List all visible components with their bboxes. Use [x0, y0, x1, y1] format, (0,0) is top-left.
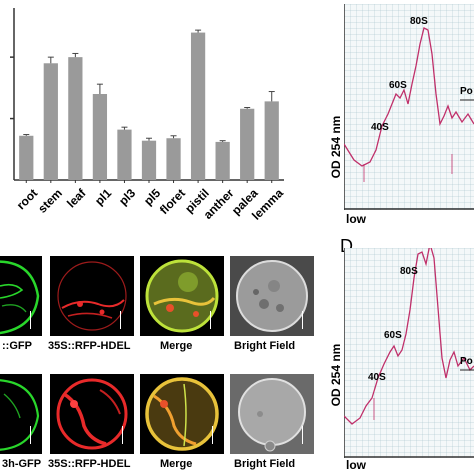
micro-label-rfp-row2: 35S::RFP-HDEL — [48, 458, 131, 470]
profile-d-peak-80s: 80S — [400, 266, 418, 277]
micro-rfp-row2 — [50, 374, 134, 454]
micro-gfp-row1 — [0, 256, 42, 336]
profile-d-peak-40s: 40S — [368, 372, 386, 383]
profile-c-peak-40s: 40S — [371, 122, 389, 133]
bar-leaf — [68, 57, 83, 181]
bar-stem — [43, 63, 58, 180]
micro-merge-row2 — [140, 374, 224, 454]
profile-d-peak-60s: 60S — [384, 330, 402, 341]
bar-palea — [240, 108, 255, 180]
profile-c-xlabel: low — [346, 212, 366, 226]
bar-lemma — [264, 101, 279, 180]
micro-bright-row1 — [230, 256, 314, 336]
profile-d-xlabel: low — [346, 458, 366, 472]
micro-label-gfp-row1: ::GFP — [2, 340, 32, 352]
profile-d-poly-label: Po — [460, 356, 473, 367]
profile-c-plot — [344, 4, 474, 210]
profile-d-ylabel: OD 254 nm — [326, 344, 346, 407]
profile-c-ylabel: OD 254 nm — [326, 116, 346, 179]
bar-pistil — [190, 32, 206, 181]
profile-c-ylabel-text: OD 254 nm — [329, 115, 343, 179]
bar-anther — [215, 141, 230, 180]
bar-floret — [166, 138, 181, 180]
bar-pl3 — [117, 129, 132, 180]
profile-d-plot — [344, 248, 474, 458]
micro-label-gfp-row2: 3h-GFP — [2, 458, 42, 470]
micro-rfp-row1 — [50, 256, 134, 336]
micro-label-merge-row2: Merge — [160, 458, 193, 470]
micro-label-bright-row2: Bright Field — [234, 458, 296, 470]
profile-c-peak-60s: 60S — [389, 80, 407, 91]
micro-label-merge-row1: Merge — [160, 340, 193, 352]
profile-d-ylabel-text: OD 254 nm — [329, 343, 343, 407]
micro-merge-row1 — [140, 256, 224, 336]
profile-c-poly-label: Po — [460, 86, 473, 97]
bar-pl1 — [92, 94, 108, 180]
micro-bright-row2 — [230, 374, 314, 454]
micro-gfp-row2 — [0, 374, 42, 454]
bar-pl5 — [141, 140, 157, 180]
micro-label-bright-row1: Bright Field — [234, 340, 296, 352]
bar-root — [19, 135, 34, 180]
profile-c-peak-80s: 80S — [410, 16, 428, 27]
micro-label-rfp-row1: 35S::RFP-HDEL — [48, 340, 131, 352]
bar-chart — [10, 8, 284, 183]
